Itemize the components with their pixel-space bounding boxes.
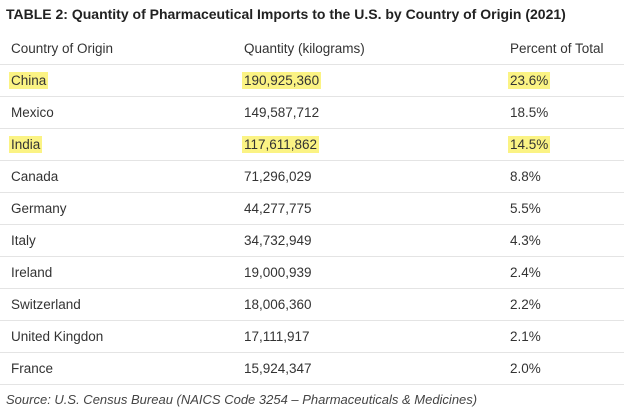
cell-percent: 8.8%: [510, 160, 624, 193]
cell-country-text: Italy: [11, 233, 36, 248]
cell-quantity: 15,924,347: [244, 352, 510, 385]
cell-country-text: France: [11, 361, 54, 376]
cell-country: Canada: [0, 160, 244, 193]
cell-percent-text: 2.0%: [510, 361, 541, 376]
cell-percent: 5.5%: [510, 192, 624, 225]
cell-percent-text: 4.3%: [510, 233, 541, 248]
table-body: China 190,925,360 23.6% Mexico 149,587,712 18…: [0, 64, 624, 385]
cell-country: India: [0, 128, 244, 161]
cell-quantity: 190,925,360: [242, 64, 510, 97]
cell-country: Mexico: [0, 96, 244, 129]
cell-quantity: 117,611,862: [242, 128, 510, 161]
header-country: Country of Origin: [0, 32, 244, 65]
table-row: Mexico 149,587,712 18.5%: [0, 96, 624, 129]
cell-country: Switzerland: [0, 288, 244, 321]
cell-percent-text: 8.8%: [510, 169, 541, 184]
cell-percent: 14.5%: [508, 128, 624, 161]
source-note: Source: U.S. Census Bureau (NAICS Code 3…: [6, 392, 478, 407]
cell-percent: 2.2%: [510, 288, 624, 321]
cell-country-text: United Kingdon: [11, 329, 104, 344]
cell-quantity: 44,277,775: [244, 192, 510, 225]
cell-quantity: 19,000,939: [244, 256, 510, 289]
cell-quantity-text: 190,925,360: [242, 72, 322, 89]
cell-quantity-text: 34,732,949: [244, 233, 312, 248]
cell-percent-text: 5.5%: [510, 201, 541, 216]
cell-country: China: [0, 64, 244, 97]
cell-percent-text: 2.2%: [510, 297, 541, 312]
cell-quantity-text: 18,006,360: [244, 297, 312, 312]
cell-percent: 23.6%: [508, 64, 624, 97]
cell-percent-text: 23.6%: [508, 72, 551, 89]
cell-country-text: India: [9, 136, 43, 153]
cell-quantity: 17,111,917: [244, 320, 510, 353]
cell-quantity-text: 17,111,917: [244, 329, 310, 344]
header-quantity: Quantity (kilograms): [244, 32, 510, 65]
cell-percent-text: 2.4%: [510, 265, 541, 280]
cell-country: United Kingdon: [0, 320, 244, 353]
table-row: Ireland 19,000,939 2.4%: [0, 256, 624, 289]
cell-quantity: 18,006,360: [244, 288, 510, 321]
cell-quantity-text: 15,924,347: [244, 361, 312, 376]
cell-country-text: Germany: [11, 201, 67, 216]
cell-percent-text: 18.5%: [510, 105, 549, 120]
cell-percent-text: 14.5%: [508, 136, 551, 153]
table-row: France 15,924,347 2.0%: [0, 352, 624, 385]
table-title: TABLE 2: Quantity of Pharmaceutical Impo…: [6, 6, 566, 22]
table-header-row: Country of Origin Quantity (kilograms) P…: [0, 32, 624, 65]
header-percent: Percent of Total: [510, 32, 624, 65]
table-row: India 117,611,862 14.5%: [0, 128, 624, 161]
cell-country-text: Ireland: [11, 265, 53, 280]
cell-percent: 2.4%: [510, 256, 624, 289]
cell-percent: 2.1%: [510, 320, 624, 353]
cell-country-text: Canada: [11, 169, 59, 184]
cell-percent: 18.5%: [510, 96, 624, 129]
cell-percent-text: 2.1%: [510, 329, 541, 344]
cell-percent: 2.0%: [510, 352, 624, 385]
cell-country: Italy: [0, 224, 244, 257]
cell-quantity: 34,732,949: [244, 224, 510, 257]
cell-quantity-text: 117,611,862: [242, 136, 320, 153]
cell-quantity-text: 44,277,775: [244, 201, 312, 216]
cell-country: Germany: [0, 192, 244, 225]
cell-percent: 4.3%: [510, 224, 624, 257]
imports-table: Country of Origin Quantity (kilograms) P…: [0, 32, 624, 385]
table-row: Germany 44,277,775 5.5%: [0, 192, 624, 225]
table-row: Switzerland 18,006,360 2.2%: [0, 288, 624, 321]
cell-quantity: 149,587,712: [244, 96, 510, 129]
cell-quantity: 71,296,029: [244, 160, 510, 193]
table-row: Canada 71,296,029 8.8%: [0, 160, 624, 193]
table-row: Italy 34,732,949 4.3%: [0, 224, 624, 257]
table-row: China 190,925,360 23.6%: [0, 64, 624, 97]
cell-country-text: Switzerland: [11, 297, 81, 312]
cell-country-text: China: [9, 72, 49, 89]
cell-quantity-text: 71,296,029: [244, 169, 312, 184]
table-row: United Kingdon 17,111,917 2.1%: [0, 320, 624, 353]
cell-country-text: Mexico: [11, 105, 54, 120]
cell-quantity-text: 19,000,939: [244, 265, 312, 280]
cell-country: France: [0, 352, 244, 385]
cell-quantity-text: 149,587,712: [244, 105, 320, 120]
cell-country: Ireland: [0, 256, 244, 289]
